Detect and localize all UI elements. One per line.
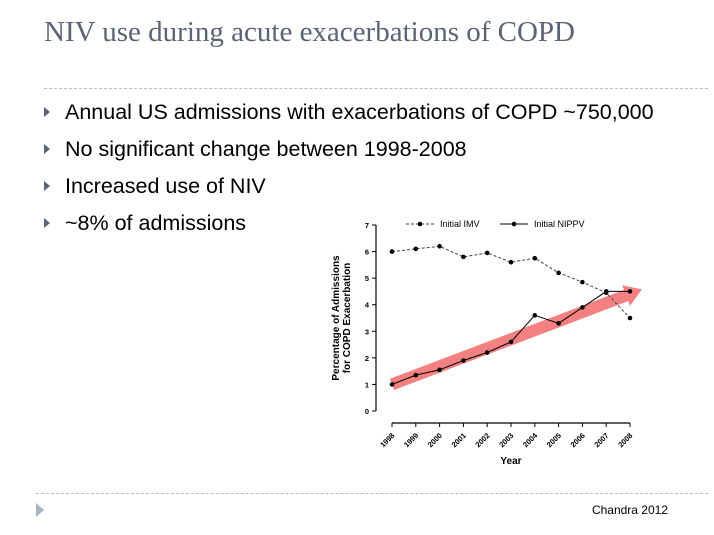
data-point-initial-nippv bbox=[508, 339, 514, 345]
y-axis-title: Percentage of Admissions for COPD Exacer… bbox=[331, 255, 353, 381]
data-point-initial-imv bbox=[389, 249, 395, 254]
x-axis-title: Year bbox=[500, 456, 521, 467]
y-axis-title-line-2: for COPD Exacerbation bbox=[342, 263, 353, 374]
bullet-arrow-icon bbox=[44, 181, 50, 191]
bullet-text: ~8% of admissions bbox=[65, 211, 247, 235]
x-tick-label: 2004 bbox=[521, 430, 540, 449]
data-point-initial-nippv bbox=[532, 313, 538, 318]
data-point-initial-nippv bbox=[437, 367, 442, 373]
data-point-initial-nippv bbox=[603, 289, 609, 294]
data-point-initial-nippv bbox=[627, 289, 633, 294]
data-point-initial-nippv bbox=[484, 350, 490, 355]
y-axis-title-line-1: Percentage of Admissions bbox=[331, 255, 342, 381]
bullet-list: Annual US admissions with exacerbations … bbox=[44, 98, 664, 246]
data-point-initial-imv bbox=[484, 250, 490, 256]
legend-label-initial-imv: Initial IMV bbox=[440, 219, 480, 229]
x-tick-label: 1998 bbox=[378, 431, 396, 449]
data-point-initial-nippv bbox=[556, 321, 561, 326]
bullet-item: ~8% of admissions bbox=[44, 209, 664, 237]
data-point-initial-nippv bbox=[461, 358, 466, 363]
data-point-initial-imv bbox=[580, 279, 585, 285]
slide-title: NIV use during acute exacerbations of CO… bbox=[44, 16, 575, 48]
bullet-item: Increased use of NIV bbox=[44, 172, 664, 200]
x-tick-label: 2000 bbox=[426, 431, 444, 449]
bullet-text: No significant change between 1998-2008 bbox=[65, 137, 467, 161]
chart-legend: Initial IMV Initial NIPPV bbox=[406, 219, 585, 229]
admissions-line-chart: Percentage of Admissions for COPD Exacer… bbox=[331, 219, 642, 467]
data-point-initial-nippv bbox=[389, 382, 395, 387]
legend-marker-initial-nippv bbox=[511, 221, 517, 227]
title-divider bbox=[44, 88, 708, 89]
y-tick-label: 6 bbox=[365, 248, 369, 257]
corner-triangle-icon bbox=[36, 503, 44, 517]
x-tick-label: 1999 bbox=[402, 431, 420, 449]
bullet-arrow-icon bbox=[44, 107, 50, 117]
x-tick-label: 2005 bbox=[545, 431, 563, 449]
data-point-initial-imv bbox=[437, 243, 442, 249]
y-tick-label: 7 bbox=[365, 221, 369, 230]
x-tick-label: 2008 bbox=[616, 431, 634, 449]
citation: Chandra 2012 bbox=[591, 503, 668, 517]
data-point-initial-imv bbox=[413, 246, 419, 252]
y-tick-label: 2 bbox=[365, 354, 369, 363]
trend-arrow bbox=[389, 285, 642, 390]
y-tick-label: 3 bbox=[365, 327, 369, 336]
data-point-initial-nippv bbox=[413, 372, 419, 378]
legend-label-initial-nippv: Initial NIPPV bbox=[534, 219, 585, 229]
y-tick-label: 1 bbox=[365, 380, 369, 389]
plot-area: 0 1 2 3 4 5 6 7 1998 1999 2000 2001 2002 2003 2004 2005… bbox=[365, 221, 642, 449]
x-tick-label: 2002 bbox=[473, 431, 491, 449]
bullet-arrow-icon bbox=[44, 144, 50, 154]
y-tick-label: 0 bbox=[365, 407, 369, 416]
data-point-initial-imv bbox=[532, 255, 538, 261]
x-tick-label: 2007 bbox=[592, 431, 610, 449]
data-point-initial-imv bbox=[556, 270, 561, 276]
bullet-arrow-icon bbox=[44, 218, 50, 228]
footer-divider bbox=[36, 493, 708, 494]
x-tick-label: 2001 bbox=[450, 431, 468, 449]
bullet-text: Increased use of NIV bbox=[65, 174, 266, 198]
data-point-initial-imv bbox=[461, 254, 466, 260]
bullet-text: Annual US admissions with exacerbations … bbox=[65, 100, 654, 124]
x-tick-label: 2006 bbox=[569, 431, 587, 449]
legend-marker-initial-imv bbox=[417, 221, 423, 227]
data-point-initial-imv bbox=[508, 259, 514, 265]
x-tick-label: 2003 bbox=[497, 431, 515, 449]
data-point-initial-nippv bbox=[580, 305, 585, 310]
bullet-item: Annual US admissions with exacerbations … bbox=[44, 98, 664, 126]
y-tick-label: 4 bbox=[365, 301, 370, 310]
bullet-item: No significant change between 1998-2008 bbox=[44, 135, 664, 163]
data-point-initial-imv bbox=[627, 315, 633, 321]
y-tick-label: 5 bbox=[365, 274, 369, 283]
